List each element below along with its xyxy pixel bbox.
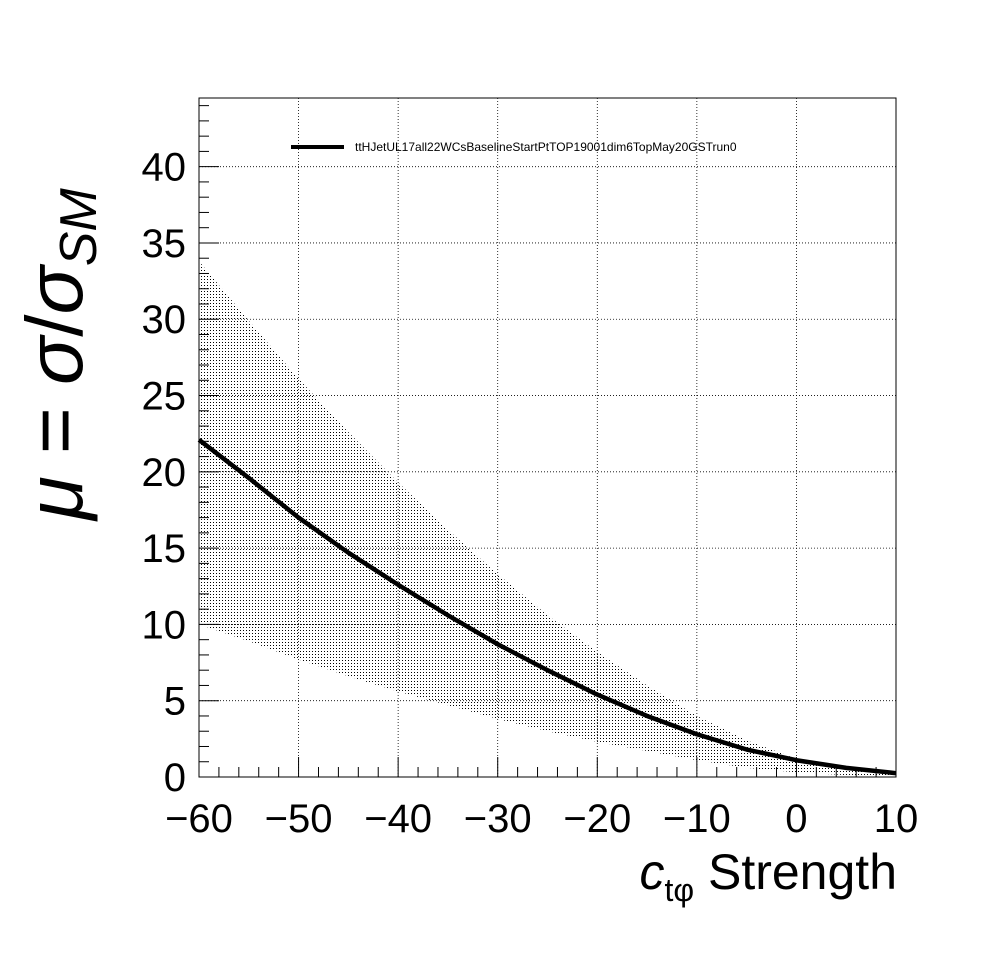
axis-ticks — [198, 105, 897, 778]
y-axis-title-subscript: SM — [50, 188, 108, 267]
y-axis-title-sigma: σ — [10, 334, 99, 385]
x-tick-label: −50 — [265, 797, 333, 841]
y-axis-title-mu: μ — [10, 476, 99, 522]
y-tick-label: 15 — [142, 527, 187, 571]
x-tick-label: −30 — [464, 797, 532, 841]
uncertainty-band-layer — [199, 261, 896, 777]
x-tick-labels: −60 −50 −40 −30 −20 −10 0 10 — [165, 797, 918, 841]
x-axis-title-rest: Strength — [694, 844, 897, 900]
x-axis-title-var: c — [639, 844, 664, 900]
y-axis-title-eq: = — [10, 385, 99, 476]
y-tick-label: 20 — [142, 451, 187, 495]
y-tick-label: 0 — [164, 756, 186, 800]
uncertainty-band — [199, 261, 896, 777]
series-line-layer — [197, 438, 897, 776]
y-axis-title: μ = σ/σSM — [10, 188, 108, 522]
y-tick-label: 30 — [142, 298, 187, 342]
x-tick-label: −40 — [364, 797, 432, 841]
y-tick-labels: 0 5 10 15 20 25 30 35 40 — [142, 146, 187, 800]
y-tick-label: 10 — [142, 603, 187, 647]
y-tick-label: 5 — [164, 680, 186, 724]
x-axis-title-subscript: tφ — [664, 872, 694, 908]
legend-label: ttHJetUL17all22WCsBaselineStartPtTOP1900… — [355, 140, 737, 154]
x-tick-label: −20 — [563, 797, 631, 841]
series-line — [197, 438, 897, 776]
y-tick-label: 40 — [142, 146, 187, 190]
plot-border — [198, 97, 897, 778]
x-axis-title: ctφ Strength — [639, 844, 897, 908]
y-tick-label: 35 — [142, 222, 187, 266]
x-tick-label: 10 — [874, 797, 919, 841]
x-tick-label: −10 — [663, 797, 731, 841]
legend: ttHJetUL17all22WCsBaselineStartPtTOP1900… — [291, 140, 737, 154]
y-axis-title-sigma-sm: σ — [10, 264, 99, 315]
x-tick-label: −60 — [165, 797, 233, 841]
y-tick-label: 25 — [142, 375, 187, 419]
x-tick-label: 0 — [785, 797, 807, 841]
y-axis-title-slash: / — [10, 314, 99, 337]
